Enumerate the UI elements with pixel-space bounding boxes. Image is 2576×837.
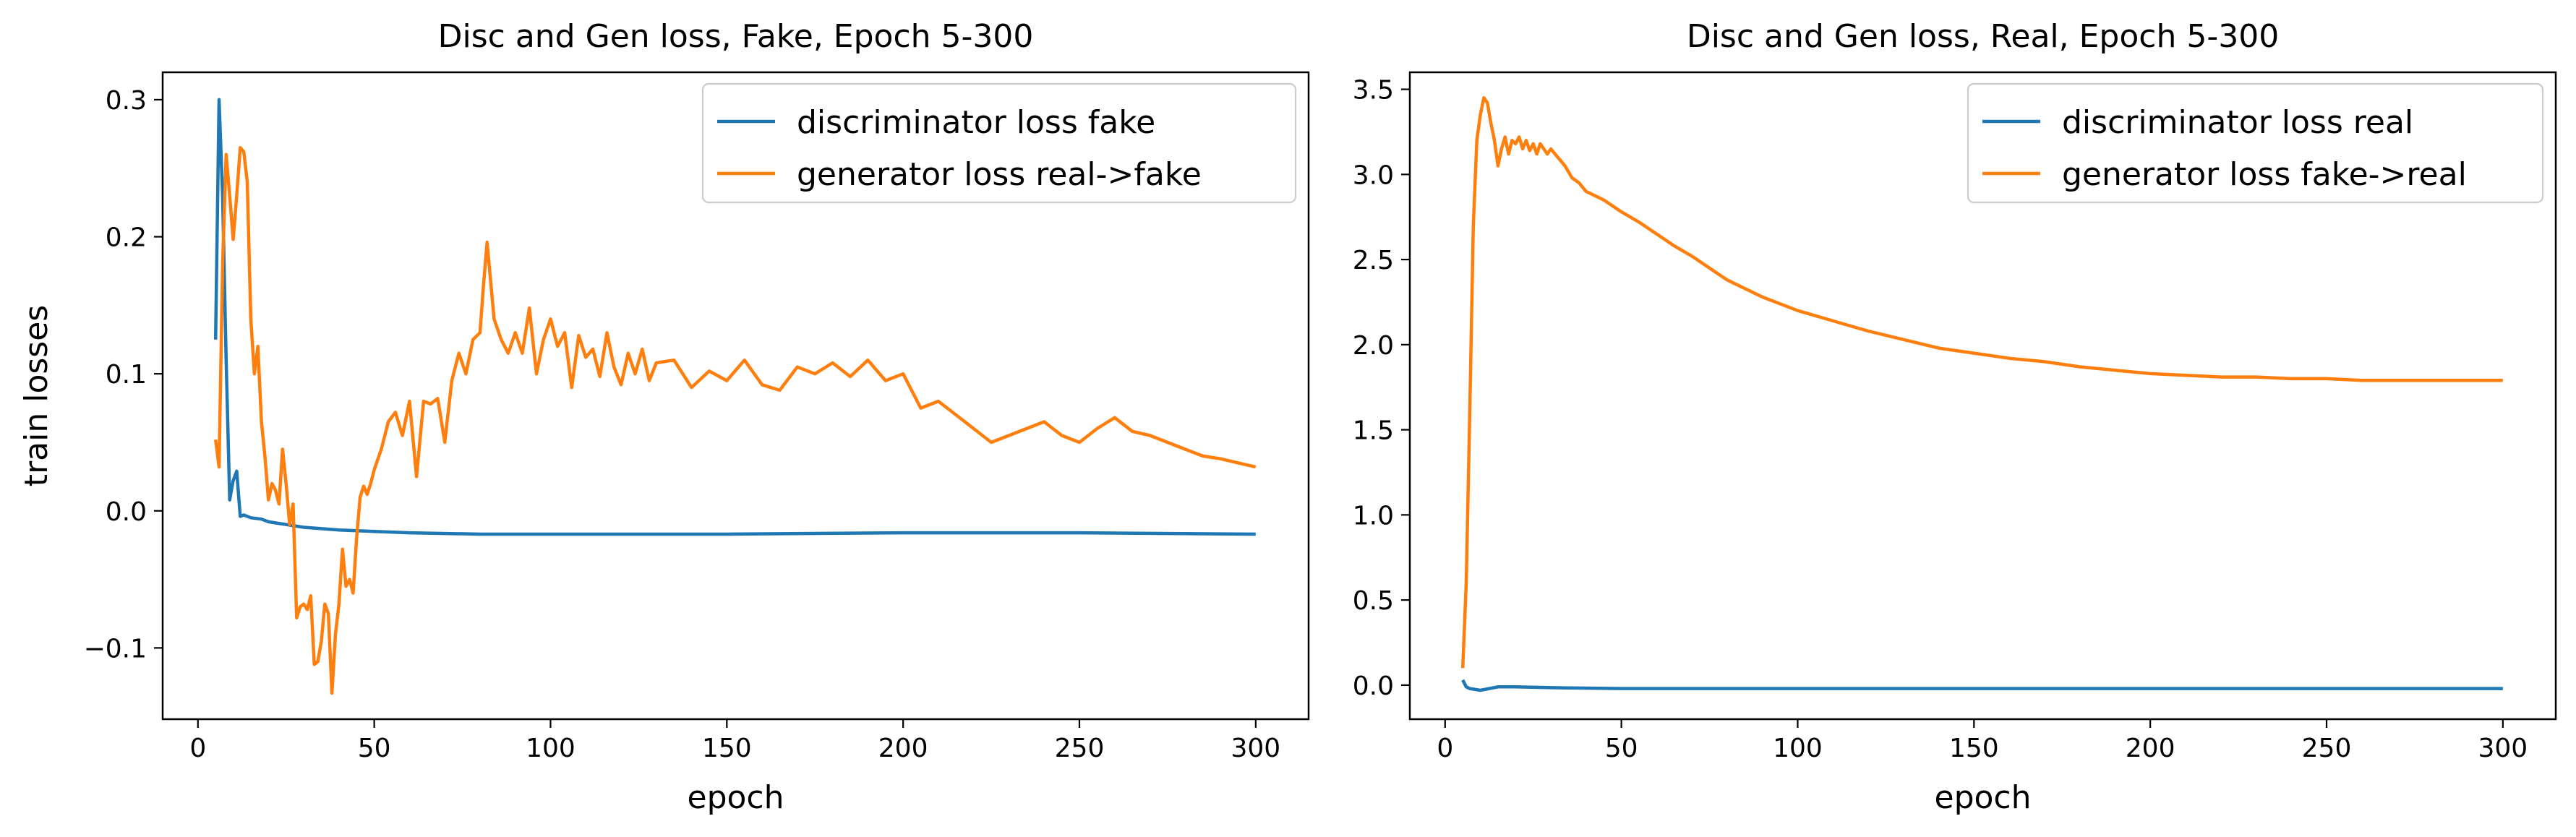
series-line-0 — [1461, 679, 2503, 692]
x-tick-label: 200 — [2126, 734, 2175, 763]
y-tick-label: 1.0 — [1353, 501, 1394, 531]
x-tick-label: 250 — [2302, 734, 2352, 763]
series-line-1 — [1460, 96, 2503, 669]
y-tick-label: 0.0 — [106, 497, 147, 527]
y-tick-label: 0.3 — [106, 86, 147, 116]
y-tick-label: 0.1 — [106, 360, 147, 390]
y-tick-label: 2.5 — [1353, 246, 1394, 275]
chart-title: Disc and Gen loss, Real, Epoch 5-300 — [1687, 18, 2279, 55]
chart-title: Disc and Gen loss, Fake, Epoch 5-300 — [438, 18, 1034, 55]
x-axis-label: epoch — [1935, 779, 2032, 816]
x-tick-label: 100 — [526, 734, 575, 763]
y-tick-label: −0.1 — [84, 634, 147, 664]
series-line-0 — [213, 98, 1256, 536]
plot-frame — [1408, 71, 2557, 721]
series-layer — [1460, 96, 2503, 692]
legend: discriminator loss fake generator loss re… — [701, 82, 1297, 204]
y-axis-label: train losses — [18, 305, 55, 486]
ticks-layer: 0 50 100 150 200 250 300 0.0 0.5 1.0 1.5 2.0 2.5 3.0 3… — [1353, 76, 2528, 763]
chart-fake: Disc and Gen loss, Fake, Epoch 5-300 epo… — [18, 18, 1310, 816]
legend-label: generator loss fake->real — [2062, 156, 2467, 193]
x-tick-label: 100 — [1773, 734, 1823, 763]
y-tick-label: 0.5 — [1353, 586, 1394, 616]
x-tick-label: 300 — [2478, 734, 2528, 763]
y-tick-label: 2.0 — [1353, 331, 1394, 361]
plot-frame — [161, 71, 1310, 721]
x-tick-label: 0 — [189, 734, 206, 763]
y-tick-label: 0.2 — [106, 223, 147, 253]
y-tick-label: 3.5 — [1353, 76, 1394, 106]
series-line-1 — [213, 146, 1257, 695]
x-tick-label: 50 — [1605, 734, 1638, 763]
y-tick-label: 1.5 — [1353, 416, 1394, 446]
x-tick-label: 150 — [1949, 734, 1999, 763]
y-tick-label: 3.0 — [1353, 160, 1394, 190]
x-tick-label: 50 — [358, 734, 391, 763]
legend: discriminator loss real generator loss fa… — [1967, 82, 2544, 204]
chart-real: Disc and Gen loss, Real, Epoch 5-300 epo… — [1353, 18, 2557, 816]
y-tick-label: 0.0 — [1353, 671, 1394, 701]
series-layer — [213, 98, 1257, 695]
x-tick-label: 150 — [702, 734, 752, 763]
x-tick-label: 200 — [878, 734, 928, 763]
x-axis-label: epoch — [688, 779, 784, 816]
legend-label: discriminator loss real — [2062, 104, 2413, 141]
legend-box — [701, 82, 1297, 204]
x-tick-label: 250 — [1055, 734, 1105, 763]
legend-box — [1967, 82, 2544, 204]
ticks-layer: 0 50 100 150 200 250 300 −0.1 0.0 0.1 0.2 0.3 — [84, 86, 1281, 763]
x-tick-label: 0 — [1437, 734, 1453, 763]
x-tick-label: 300 — [1231, 734, 1280, 763]
legend-label: discriminator loss fake — [797, 104, 1155, 141]
legend-label: generator loss real->fake — [797, 156, 1202, 193]
